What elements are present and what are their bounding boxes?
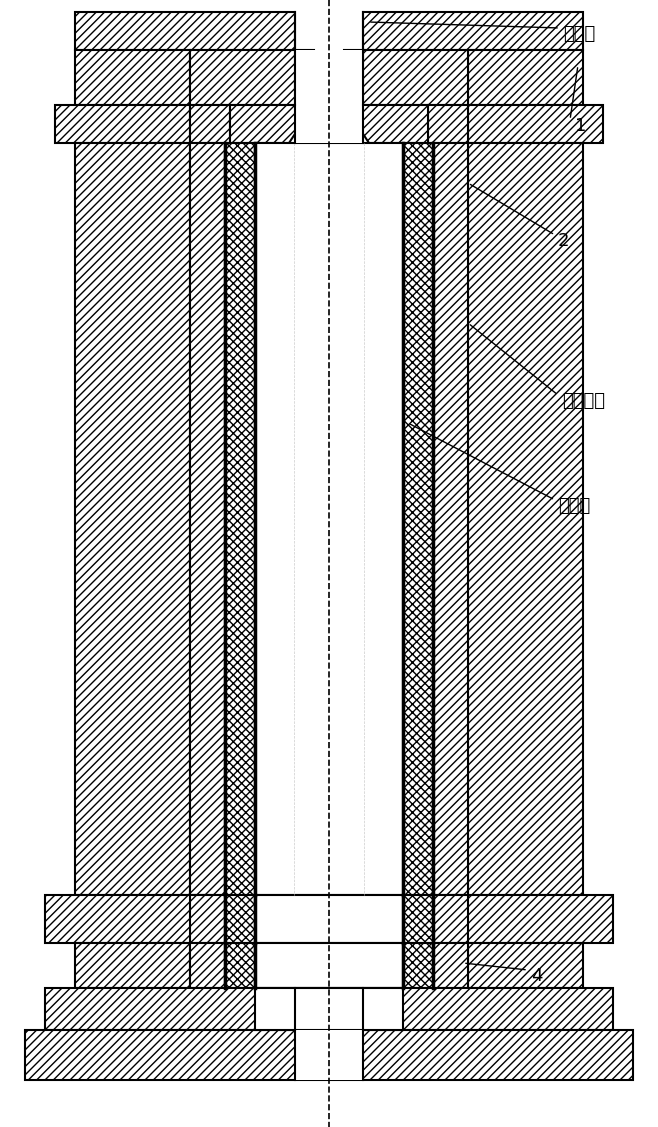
Bar <box>225 895 255 943</box>
Bar <box>403 143 433 895</box>
Bar <box>448 895 613 943</box>
Bar <box>433 895 468 943</box>
Bar <box>255 895 403 943</box>
Bar <box>428 105 468 143</box>
Text: 加料室: 加料室 <box>563 25 595 43</box>
Bar <box>190 105 230 143</box>
Bar <box>225 143 255 895</box>
Polygon shape <box>344 105 428 143</box>
Bar <box>255 143 403 895</box>
Bar <box>75 143 190 895</box>
Bar <box>468 105 603 143</box>
Text: 绣热壳体: 绣热壳体 <box>562 392 605 410</box>
Bar <box>75 50 190 105</box>
Text: 绣热层: 绣热层 <box>558 497 590 515</box>
Bar <box>45 895 210 943</box>
Bar <box>295 50 363 105</box>
Text: 1: 1 <box>575 117 586 135</box>
Bar <box>190 895 225 943</box>
Bar <box>403 943 433 988</box>
Bar <box>25 1030 633 1080</box>
Bar <box>433 143 468 895</box>
Bar <box>468 50 583 105</box>
Bar <box>75 12 295 50</box>
Bar <box>190 943 225 988</box>
Bar <box>363 12 583 50</box>
Bar <box>403 895 433 943</box>
Bar <box>255 943 403 988</box>
Polygon shape <box>230 105 314 143</box>
Bar <box>344 50 468 105</box>
Bar <box>295 105 363 143</box>
Bar <box>295 1030 363 1080</box>
Bar <box>225 943 255 988</box>
Bar <box>55 105 190 143</box>
Bar <box>255 988 403 1030</box>
Bar <box>190 50 314 105</box>
Bar <box>190 143 225 895</box>
Text: 4: 4 <box>531 967 542 985</box>
Text: 2: 2 <box>558 232 570 250</box>
Bar <box>45 988 613 1030</box>
Bar <box>295 988 363 1030</box>
Bar <box>433 943 468 988</box>
Bar <box>468 943 583 988</box>
Bar <box>75 943 190 988</box>
Bar <box>468 143 583 895</box>
